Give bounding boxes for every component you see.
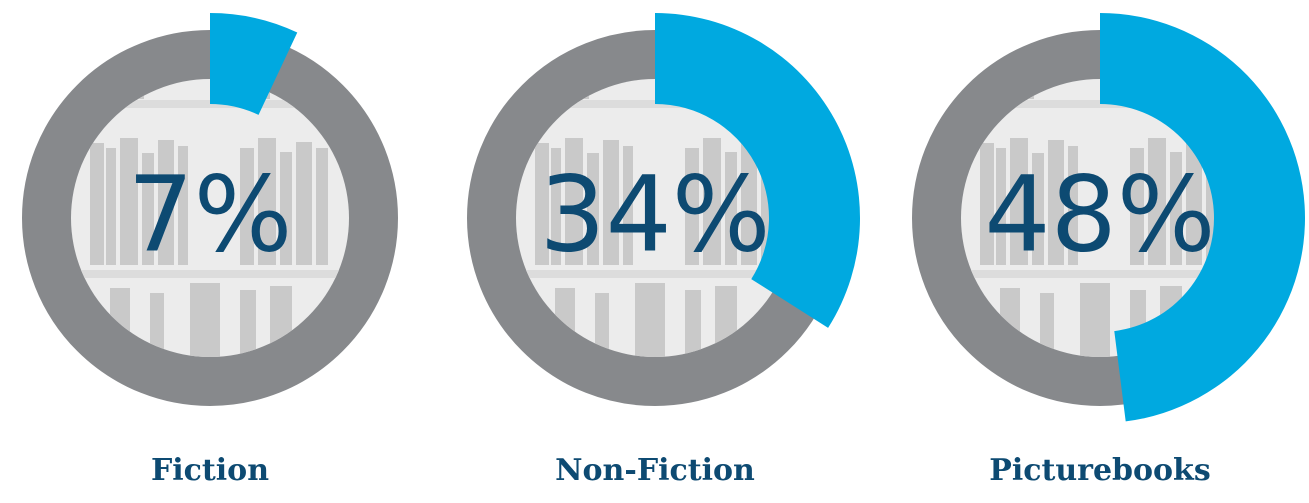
category-label: Fiction — [151, 453, 269, 488]
category-label: Non-Fiction — [555, 453, 755, 488]
category-label: Picturebooks — [989, 453, 1210, 488]
percent-label: 48% — [984, 153, 1215, 275]
percent-label: 34% — [539, 153, 770, 275]
infographic: 7% Fiction 34% Non-Fiction 48% Picturebooks — [0, 0, 1309, 503]
percent-label: 7% — [128, 153, 293, 275]
